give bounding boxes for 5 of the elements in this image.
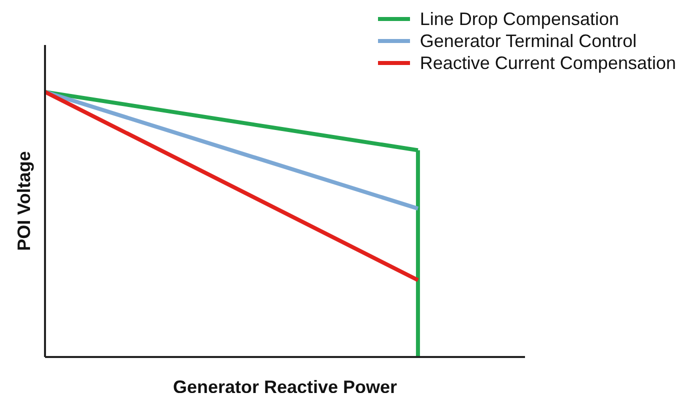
legend-label: Line Drop Compensation <box>420 8 619 30</box>
x-axis-title: Generator Reactive Power <box>172 377 398 397</box>
legend-label: Reactive Current Compensation <box>420 52 676 74</box>
y-axis-title: POI Voltage <box>14 151 34 251</box>
legend-label: Generator Terminal Control <box>420 30 637 52</box>
